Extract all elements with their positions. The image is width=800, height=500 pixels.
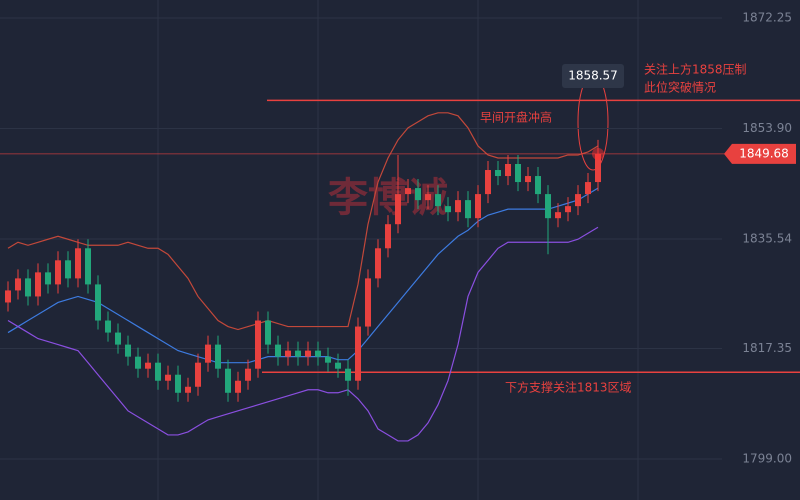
candle-body: [155, 362, 161, 381]
candle-body: [195, 362, 201, 387]
candle-body: [175, 374, 181, 393]
tooltip-box: [562, 64, 624, 88]
candle-body: [365, 278, 371, 327]
candle-body: [25, 278, 31, 297]
candle-body: [75, 248, 81, 279]
candle-body: [525, 176, 531, 183]
candle-body: [555, 212, 561, 219]
candle-body: [205, 344, 211, 363]
annotation: 关注上方1858压制: [644, 62, 747, 77]
y-tick-label: 1817.35: [742, 341, 792, 355]
candle-body: [55, 260, 61, 285]
current-price-glow: [592, 147, 604, 160]
candle-body: [585, 182, 591, 195]
candle-body: [565, 206, 571, 213]
candle-body: [125, 344, 131, 357]
candle-body: [285, 350, 291, 357]
y-tick-label: 1872.25: [742, 11, 792, 25]
candle-body: [295, 350, 301, 357]
candle-body: [335, 362, 341, 369]
band-line: [7, 112, 599, 331]
candle-body: [345, 368, 351, 381]
candle-body: [385, 224, 391, 249]
price-tag-label: 1849.68: [739, 146, 789, 160]
y-tick-label: 1835.54: [742, 232, 792, 246]
candle-body: [505, 163, 511, 177]
candle-body: [465, 200, 471, 219]
candle-body: [325, 356, 331, 363]
candle-body: [215, 344, 221, 369]
candle-body: [235, 380, 241, 393]
candle-body: [495, 170, 501, 177]
annotation: 此位突破情况: [644, 80, 716, 95]
vertical-grid: [157, 0, 639, 500]
candle-body: [165, 374, 171, 381]
candle-body: [435, 194, 441, 207]
tooltip-label: 1858.57: [568, 69, 618, 83]
candle-body: [65, 260, 71, 279]
price-tag: [724, 143, 796, 164]
candle-body: [355, 326, 361, 381]
candle-body: [425, 194, 431, 201]
candle-body: [445, 206, 451, 213]
candle-body: [375, 248, 381, 279]
candle-body: [275, 344, 281, 357]
candle-body: [85, 248, 91, 285]
candle-body: [105, 320, 111, 333]
candle-body: [145, 362, 151, 369]
annotation: 早间开盘冲高: [480, 110, 552, 125]
annotation: 下方支撑关注1813区域: [505, 380, 632, 395]
candle-body: [485, 170, 491, 195]
candle-body: [415, 188, 421, 201]
candle-body: [535, 176, 541, 195]
candle-body: [95, 284, 101, 321]
y-tick-label: 1853.90: [742, 121, 792, 135]
candle-body: [475, 194, 481, 219]
candle-body: [245, 368, 251, 381]
candle-body: [515, 163, 521, 183]
candle-body: [545, 194, 551, 219]
candle-body: [455, 200, 461, 213]
candle-body: [45, 272, 51, 285]
candle-body: [305, 350, 311, 357]
candle-body: [255, 320, 261, 369]
candle-body: [135, 356, 141, 369]
candle-body: [575, 194, 581, 207]
candle-body: [225, 368, 231, 393]
candle-body: [5, 290, 11, 303]
y-tick-label: 1799.00: [742, 452, 792, 466]
candle-body: [395, 194, 401, 225]
band-line: [7, 187, 599, 364]
candle-body: [405, 188, 411, 195]
candle-body: [35, 272, 41, 297]
candle-body: [185, 386, 191, 393]
candle-body: [115, 332, 121, 345]
candle-body: [595, 153, 601, 183]
candle-body: [15, 278, 21, 291]
candle-body: [315, 350, 321, 357]
candle-body: [265, 320, 271, 345]
band-line: [7, 226, 599, 442]
